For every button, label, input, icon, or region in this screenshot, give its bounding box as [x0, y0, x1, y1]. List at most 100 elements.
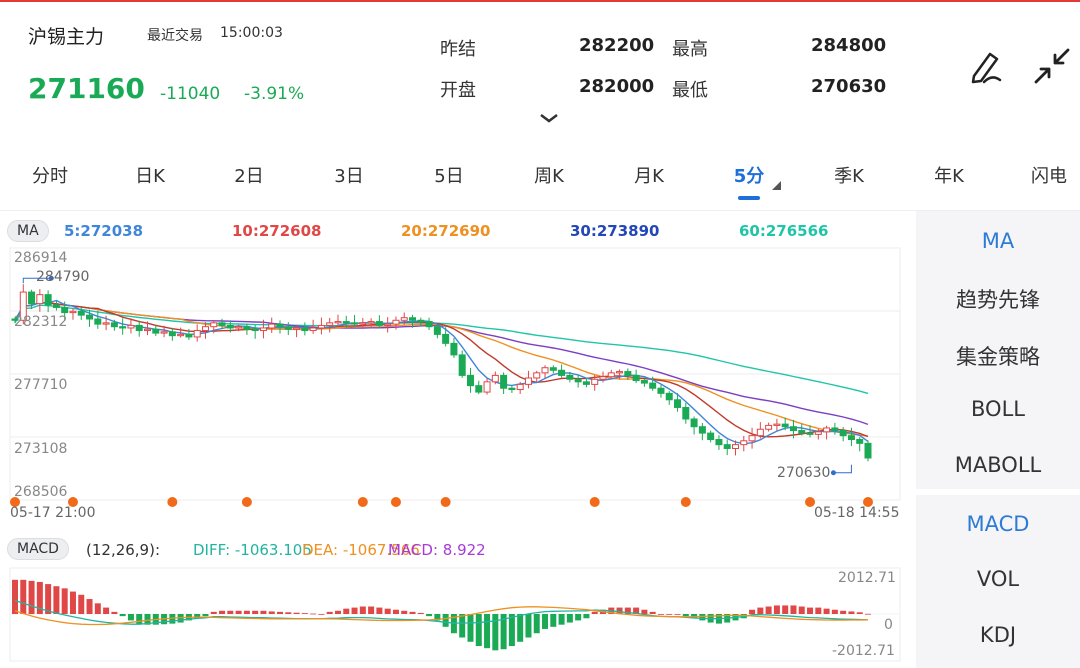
- period-dropdown-icon[interactable]: [772, 181, 781, 190]
- candle-down: [152, 328, 160, 334]
- tab-flash[interactable]: 闪电: [1031, 166, 1067, 187]
- indicator-kdj[interactable]: KDJ: [979, 623, 1017, 647]
- indicator-trend-pioneer[interactable]: 趋势先锋: [956, 288, 1040, 312]
- candle-up: [144, 328, 152, 332]
- candle-down: [698, 426, 706, 434]
- indicator-maboll[interactable]: MABOLL: [954, 453, 1042, 477]
- period-tabs: 分时 日K 2日 3日 5日 周K 月K 5分 季K 年K 闪电: [0, 150, 1080, 200]
- macd-bar-up: [815, 607, 822, 614]
- candle-up: [765, 424, 773, 430]
- candle-down: [640, 380, 648, 384]
- kline-chart: [9, 247, 901, 662]
- candle-up: [491, 374, 499, 383]
- macd-bar-down: [550, 614, 557, 627]
- main-indicator-panel: MA 趋势先锋 集金策略 BOLL MABOLL: [916, 211, 1080, 489]
- candle-down: [657, 387, 665, 394]
- indicator-boll[interactable]: BOLL: [971, 397, 1025, 421]
- macd-bar-up: [848, 611, 855, 614]
- indicator-macd[interactable]: MACD: [966, 512, 1030, 536]
- candle-down: [442, 333, 450, 344]
- tab-monthly[interactable]: 月K: [634, 166, 664, 187]
- macd-dea-line: [14, 606, 869, 626]
- macd-badge[interactable]: MACD: [7, 538, 69, 560]
- macd-bar-up: [268, 611, 275, 614]
- indicator-vol[interactable]: VOL: [976, 567, 1020, 591]
- macd-bar-down: [484, 614, 491, 649]
- macd-bar-up: [210, 611, 217, 614]
- tab-3day[interactable]: 3日: [334, 166, 364, 187]
- macd-bar-up: [20, 579, 27, 614]
- macd-bar-down: [508, 614, 515, 647]
- macd-macd: MACD: 8.922: [388, 541, 486, 559]
- tab-weekly[interactable]: 周K: [534, 166, 564, 187]
- collapse-icon[interactable]: [1032, 46, 1072, 86]
- candle-down: [168, 331, 176, 337]
- candle-down: [342, 321, 350, 324]
- macd-bar-up: [376, 607, 383, 614]
- open-label: 开盘: [440, 80, 476, 101]
- macd-bar-up: [392, 609, 399, 614]
- macd-bar-up: [790, 605, 797, 614]
- signal-dot: [67, 497, 78, 507]
- signal-dot: [10, 497, 20, 507]
- high-marker-label: 284790: [36, 269, 90, 285]
- candle-down: [798, 430, 806, 434]
- candle-up: [591, 378, 599, 385]
- macd-bar-up: [301, 613, 308, 614]
- tab-5day[interactable]: 5日: [434, 166, 464, 187]
- active-tab-indicator: [738, 196, 760, 200]
- low-marker-dot: [830, 470, 836, 476]
- end-time: 05-18 14:55: [814, 505, 900, 521]
- macd-bar-down: [525, 614, 532, 638]
- candle-down: [723, 444, 731, 449]
- macd-bar-down: [426, 614, 433, 617]
- candle-up: [616, 371, 624, 374]
- tab-daily[interactable]: 日K: [135, 166, 165, 187]
- draw-pen-icon[interactable]: [966, 46, 1006, 86]
- candle-up: [607, 372, 615, 378]
- tab-yearly[interactable]: 年K: [934, 166, 964, 187]
- expand-chevron-icon[interactable]: [538, 112, 560, 124]
- ma-badge[interactable]: MA: [7, 220, 49, 242]
- macd-bar-up: [823, 608, 830, 614]
- macd-bar-up: [782, 605, 789, 614]
- candle-down: [665, 392, 673, 401]
- tab-quarterly[interactable]: 季K: [834, 166, 864, 187]
- candle-down: [566, 374, 574, 380]
- candle-up: [293, 327, 301, 330]
- candle-up: [201, 326, 209, 332]
- candle-down: [28, 291, 36, 305]
- macd-bar-down: [558, 614, 565, 625]
- candle-up: [36, 294, 44, 305]
- indicator-jijin-strategy[interactable]: 集金策略: [956, 345, 1040, 369]
- instrument-name: 沪锡主力: [28, 26, 105, 48]
- candle-down: [781, 423, 789, 428]
- candle-down: [690, 418, 698, 428]
- prev-settle-value: 282200: [579, 35, 655, 56]
- low-marker-label: 270630: [777, 465, 831, 481]
- candle-up: [210, 322, 218, 328]
- macd-bar-up: [310, 613, 317, 615]
- macd-bar-up: [53, 586, 60, 614]
- candle-up: [160, 331, 168, 334]
- low-value: 270630: [811, 76, 887, 97]
- tab-5min[interactable]: 5分: [733, 166, 765, 187]
- low-label: 最低: [672, 80, 708, 101]
- tab-2day[interactable]: 2日: [234, 166, 264, 187]
- macd-bar-up: [616, 607, 623, 614]
- macd-bar-up: [749, 609, 756, 614]
- signal-dot: [241, 497, 252, 507]
- ma30-value: 30:273890: [570, 222, 660, 240]
- sub-indicator-panel: MACD VOL KDJ: [916, 495, 1080, 668]
- macd-bar-down: [500, 614, 507, 650]
- macd-bar-up: [409, 611, 416, 614]
- indicator-ma[interactable]: MA: [981, 229, 1015, 253]
- high-marker-line: [22, 277, 52, 284]
- candle-down: [707, 432, 715, 441]
- open-value: 282000: [579, 76, 655, 97]
- candle-up: [259, 327, 267, 332]
- candle-down: [806, 432, 814, 435]
- tab-timeshare[interactable]: 分时: [32, 166, 68, 187]
- macd-axis-zero: 0: [884, 617, 893, 633]
- macd-bar-down: [583, 614, 590, 619]
